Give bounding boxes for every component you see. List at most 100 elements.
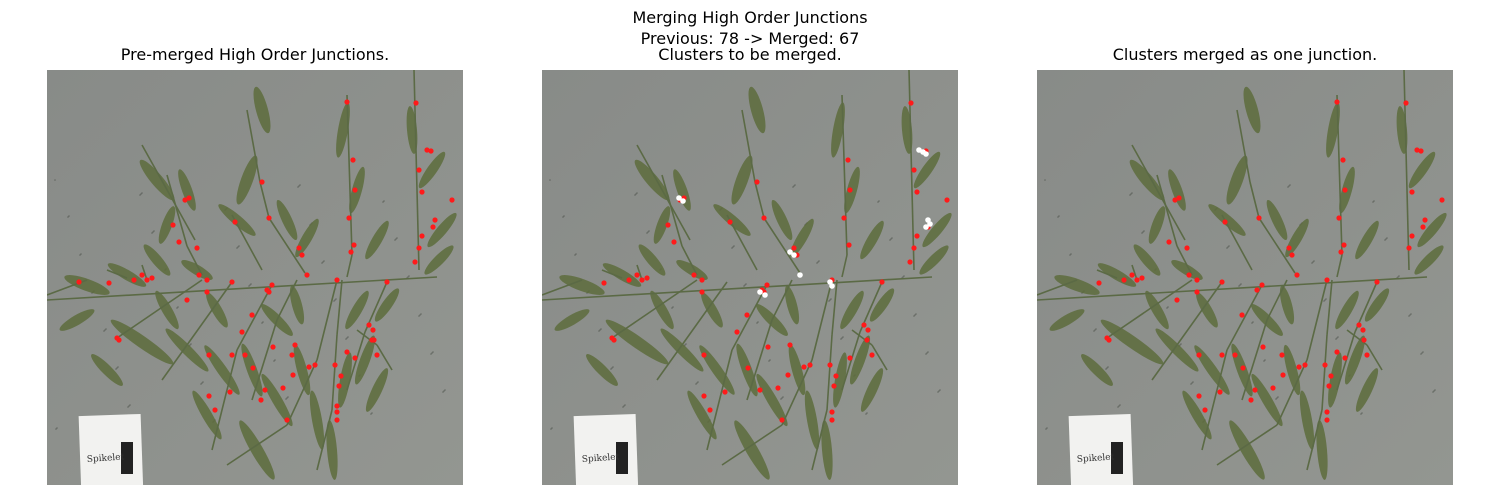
- junction-marker: [239, 329, 245, 335]
- junction-marker: [229, 352, 235, 358]
- junction-marker: [1409, 189, 1415, 195]
- junction-marker: [348, 249, 354, 255]
- debris-speck: [842, 336, 844, 338]
- debris-speck: [67, 216, 69, 218]
- junction-marker: [350, 157, 356, 163]
- spikelet-leaf: [687, 390, 717, 440]
- junction-marker: [384, 279, 390, 285]
- junction-marker: [334, 277, 340, 283]
- spikelet-leaf: [139, 159, 175, 201]
- debris-speck: [80, 253, 82, 255]
- debris-speck: [1325, 298, 1327, 300]
- debris-speck: [745, 283, 747, 285]
- debris-speck: [696, 382, 698, 384]
- junction-marker: [827, 362, 833, 368]
- spikelet-leaf: [64, 275, 110, 295]
- spikelet-leaf: [1196, 292, 1218, 328]
- debris-speck: [1360, 413, 1362, 415]
- junction-marker: [699, 289, 705, 295]
- debris-speck: [925, 353, 927, 355]
- spikelet-leaf: [860, 220, 884, 260]
- spikelet-leaf: [1194, 345, 1230, 395]
- panel-1-image: Spikelet: [47, 70, 463, 485]
- junction-marker: [611, 337, 617, 343]
- spikelet-leaf: [107, 263, 147, 287]
- branch-stem: [706, 349, 733, 451]
- cluster-marker: [797, 272, 803, 278]
- junction-marker: [639, 277, 645, 283]
- branch-stem: [1241, 319, 1268, 401]
- debris-speck: [769, 359, 771, 361]
- junction-marker: [1217, 389, 1223, 395]
- debris-speck: [623, 405, 625, 407]
- suptitle-line-2: Previous: 78 -> Merged: 67: [640, 29, 860, 48]
- debris-speck: [612, 366, 614, 368]
- branch-stem: [346, 331, 366, 391]
- debris-speck: [902, 276, 904, 278]
- debris-speck: [322, 261, 324, 263]
- junction-marker: [116, 337, 122, 343]
- debris-speck: [1251, 322, 1253, 324]
- junction-marker: [779, 417, 785, 423]
- junction-marker: [139, 272, 145, 278]
- spikelet-leaf: [734, 420, 770, 480]
- spikelet-leaf: [309, 390, 325, 450]
- spikelet-leaf: [1417, 212, 1447, 248]
- junction-marker: [829, 409, 835, 415]
- junction-marker: [744, 312, 750, 318]
- branch-stem: [771, 279, 793, 321]
- junction-marker: [846, 242, 852, 248]
- junction-marker: [1422, 217, 1428, 223]
- debris-speck: [1335, 338, 1337, 340]
- debris-speck: [1129, 194, 1131, 196]
- spikelet-leaf: [1145, 290, 1169, 330]
- spikelet-leaf: [1279, 285, 1295, 325]
- junction-marker: [413, 100, 419, 106]
- branch-stem: [286, 359, 318, 426]
- junction-marker: [196, 272, 202, 278]
- junction-marker: [131, 277, 137, 283]
- spikelet-leaf: [1049, 309, 1085, 331]
- debris-speck: [1141, 232, 1143, 234]
- spikelet-leaf: [365, 220, 389, 260]
- cluster-marker: [923, 224, 929, 230]
- spikelet-leaf: [206, 292, 228, 328]
- panel-1-title: Pre-merged High Order Junctions.: [120, 45, 390, 64]
- junction-marker: [1342, 187, 1348, 193]
- junction-marker: [879, 279, 885, 285]
- junction-marker: [416, 167, 422, 173]
- debris-speck: [636, 192, 638, 194]
- junction-marker: [1334, 99, 1340, 105]
- spikelet-leaf: [849, 335, 871, 385]
- branch-stem: [754, 181, 765, 219]
- junction-marker: [644, 275, 650, 281]
- branch-stem: [841, 331, 861, 391]
- debris-speck: [1190, 383, 1192, 385]
- panel-3-image: Spikelet: [1037, 70, 1453, 485]
- debris-speck: [382, 201, 384, 203]
- debris-speck: [938, 390, 940, 392]
- spikelet-leaf: [354, 335, 376, 385]
- debris-speck: [1118, 405, 1120, 407]
- junction-marker: [170, 222, 176, 228]
- junction-marker: [351, 242, 357, 248]
- junction-marker: [1219, 352, 1225, 358]
- spikelet-leaf: [1414, 245, 1444, 275]
- spikelet-leaf: [192, 390, 222, 440]
- junction-marker: [1219, 279, 1225, 285]
- debris-speck: [345, 338, 347, 340]
- junction-marker: [312, 362, 318, 368]
- debris-speck: [1252, 321, 1254, 323]
- junction-marker: [831, 383, 837, 389]
- debris-speck: [939, 389, 941, 391]
- branch-stem: [1276, 359, 1308, 426]
- spikelet-leaf: [236, 155, 258, 205]
- junction-marker: [299, 252, 305, 258]
- branch-stem: [1037, 276, 1428, 301]
- junction-marker: [765, 344, 771, 350]
- junction-marker: [1356, 322, 1362, 328]
- junction-marker: [76, 279, 82, 285]
- debris-speck: [733, 245, 735, 247]
- debris-speck: [1386, 237, 1388, 239]
- spikelet-leaf: [418, 151, 446, 189]
